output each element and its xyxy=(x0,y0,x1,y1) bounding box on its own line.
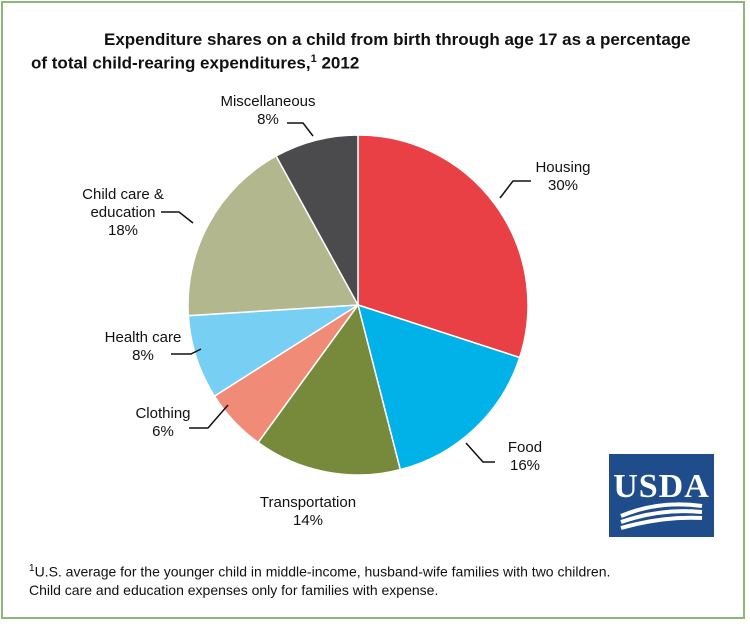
leader-clothing xyxy=(189,404,229,429)
label-child-care-education: Child care & education 18% xyxy=(82,186,164,239)
pie-slice-food xyxy=(356,303,521,471)
label-health-care: Health care 8% xyxy=(104,329,182,364)
label-miscellaneous: Miscellaneous 8% xyxy=(220,93,316,128)
usda-logo-waves xyxy=(620,502,703,530)
footnote-line1: 1U.S. average for the younger child in m… xyxy=(29,563,611,580)
leader-miscellaneous xyxy=(287,122,314,137)
label-transportation: Transportation 14% xyxy=(259,494,357,529)
pie-chart xyxy=(161,122,531,476)
footnote-line2: Child care and education expenses only f… xyxy=(29,582,439,598)
leader-health-care xyxy=(171,348,202,355)
chart-title-line2: of total child-rearing expenditures,1 20… xyxy=(31,53,360,73)
pie-slice-child-care-education xyxy=(187,155,360,317)
pie-slice-housing xyxy=(357,134,529,359)
leader-food xyxy=(465,442,495,463)
leader-child-care-education xyxy=(161,211,194,224)
pie-slice-transportation xyxy=(257,303,402,476)
label-food: Food 16% xyxy=(507,439,543,474)
label-housing: Housing 30% xyxy=(535,159,591,194)
leader-housing xyxy=(499,180,531,199)
usda-logo: USDA xyxy=(609,454,714,537)
label-clothing: Clothing 6% xyxy=(135,405,191,440)
usda-logo-text: USDA xyxy=(613,468,710,505)
pie-slice-miscellaneous xyxy=(275,134,359,306)
chart-title-line1: Expenditure shares on a child from birth… xyxy=(104,30,691,49)
